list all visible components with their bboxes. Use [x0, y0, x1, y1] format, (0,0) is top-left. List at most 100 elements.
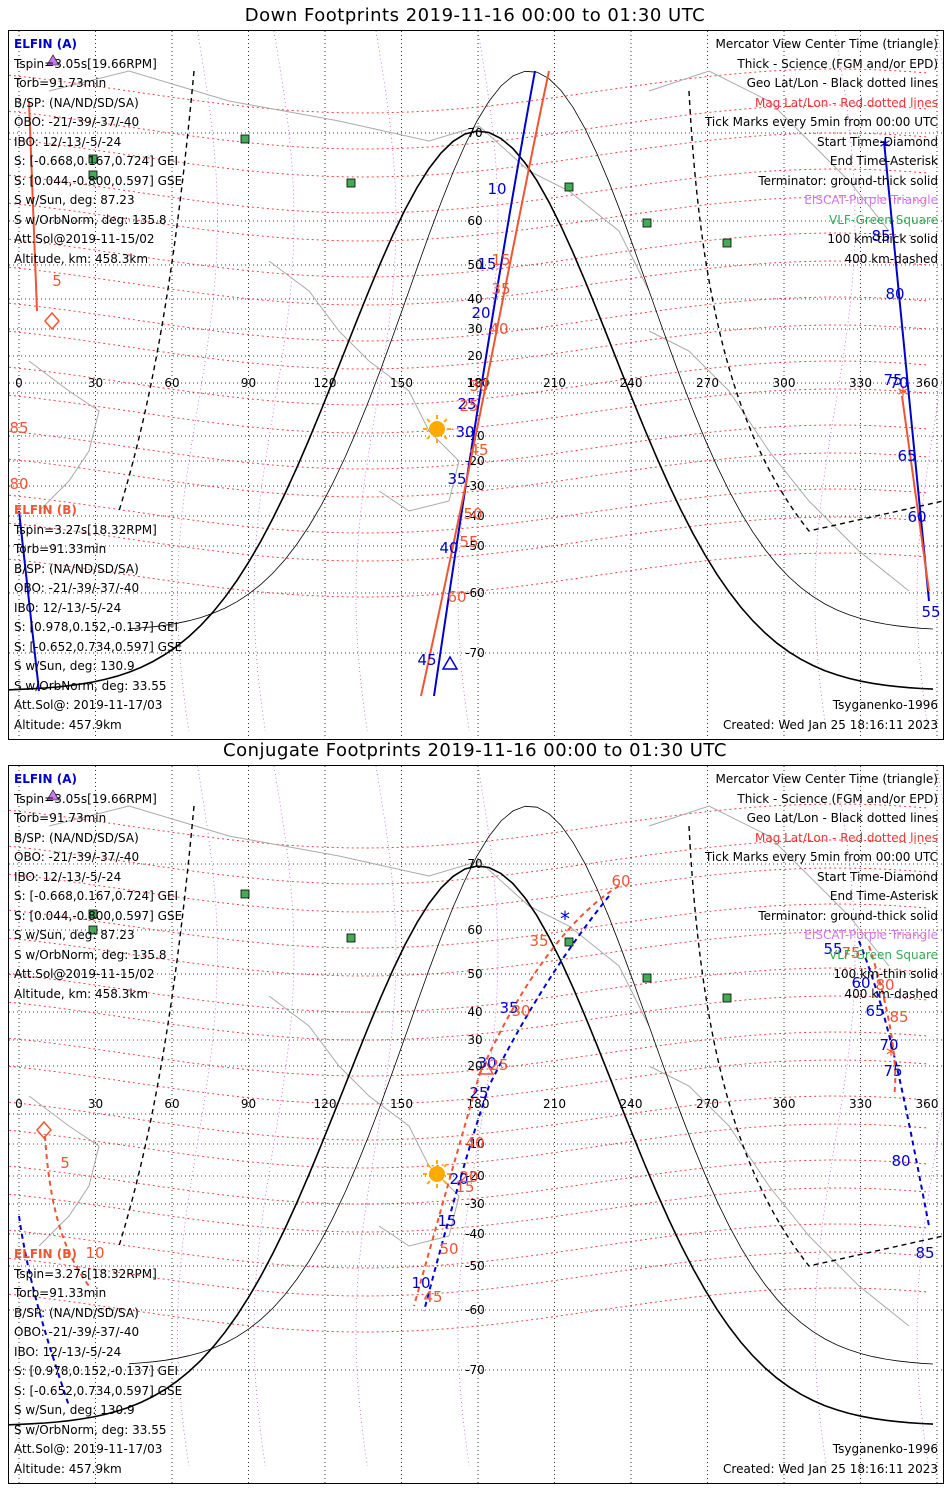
elfin-b-time-label: 5 [52, 272, 62, 290]
elfin-b-line: S: [0.978,0.152,-0.137] GEI [14, 620, 179, 634]
vlf-station-icon [88, 925, 98, 935]
vlf-station-icon [642, 973, 652, 983]
legend: Mercator View Center Time (triangle) Thi… [705, 35, 938, 269]
mag-meridian [355, 31, 397, 732]
lon-tick-label: 90 [241, 1097, 256, 1111]
elfin-a-time-label: 75 [883, 1062, 902, 1080]
legend-start: Start Time-Diamond [816, 134, 938, 149]
elfin-b-time-label: 45 [469, 441, 488, 459]
model-name: Tsyganenko-1996 [832, 698, 938, 712]
lon-tick-label: 240 [620, 376, 643, 390]
coastline [48, 70, 650, 292]
elfin-a-time-label: 15 [437, 1212, 456, 1230]
mag-meridian [177, 766, 218, 1467]
elfin-a-line: OBO: -21/-39/-37/-40 [14, 850, 140, 864]
elfin-a-line: S: [-0.668,0.167,0.724] GEI [14, 154, 179, 168]
vlf-station-icon [722, 238, 732, 248]
elfin-b-time-label: 50 [439, 1240, 458, 1258]
elfin-b-time-label: 50 [463, 505, 482, 523]
lon-tick-label: 30 [88, 1097, 103, 1111]
lat-tick-label: -60 [465, 1303, 485, 1317]
elfin-b-track [901, 395, 930, 592]
mag-parallel [9, 931, 930, 977]
elfin-b-time-label: 85 [889, 1008, 908, 1026]
mag-meridian [253, 766, 295, 1467]
elfin-a-line: Altitude, km: 458.3km [14, 251, 149, 266]
elfin-a-line: Torb=91.73min [14, 76, 107, 90]
mag-parallel [9, 552, 930, 598]
elfin-b-time-label: 80 [875, 976, 894, 994]
lat-tick-label: -40 [465, 1227, 485, 1241]
elfin-b-time-label: 60 [447, 588, 466, 606]
legend-vlf: VLF-Green Square [829, 212, 938, 227]
sun-ray [426, 1180, 431, 1185]
elfin-b-line: Torb=91.33min [14, 1286, 107, 1300]
view-center-triangle-icon [441, 655, 459, 670]
mag-parallel [9, 260, 930, 306]
elfin-a-track [883, 140, 930, 602]
elfin-b-line: B/SP: (NA/ND/SD/SA) [14, 1305, 139, 1320]
elfin-b-line: Tspin=3.27s[18.32RPM] [14, 1266, 157, 1281]
mag-meridian [814, 766, 856, 1467]
elfin-a-info: ELFIN (A) Tspin=3.05s[19.66RPM] Torb=91.… [14, 770, 182, 1004]
elfin-b-track [420, 70, 550, 697]
legend-eiscat: EISCAT-Purple Triangle [804, 928, 938, 942]
elfin-a-line: B/SP: (NA/ND/SD/SA) [14, 95, 139, 110]
elfin-b-track [28, 100, 38, 312]
sun-icon [429, 421, 445, 437]
terminator-dashed [118, 805, 195, 1247]
lat-tick-label: 50 [467, 258, 482, 272]
footer-right: Tsyganenko-1996 Created: Wed Jan 25 18:1… [723, 696, 938, 735]
elfin-b-line: S: [-0.652,0.734,0.597] GSE [14, 639, 183, 654]
sun-ray [443, 1163, 448, 1168]
elfin-a-line: B/SP: (NA/ND/SD/SA) [14, 830, 139, 845]
elfin-b-time-label: 85 [9, 419, 28, 437]
elfin-b-time-label: 15 [455, 1178, 474, 1196]
vlf-station-icon [88, 909, 98, 919]
elfin-a-line: S w/OrbNorm, deg: 135.8 [14, 947, 167, 962]
elfin-a-track [433, 70, 536, 697]
elfin-a-time-label: 25 [469, 1084, 488, 1102]
elfin-a-time-label: 35 [499, 999, 518, 1017]
vlf-station-icon [346, 178, 356, 188]
coastline [268, 995, 460, 1247]
legend-geo: Geo Lat/Lon - Black dotted lines [746, 811, 938, 825]
lat-tick-label: -60 [465, 586, 485, 600]
elfin-a-time-label: 40 [439, 539, 458, 557]
elfin-b-time-label: 15 [491, 251, 510, 269]
view-center-triangle-icon [477, 1060, 495, 1075]
elfin-a-track [858, 940, 930, 1227]
lon-tick-label: 330 [849, 376, 872, 390]
legend-mag: Mag Lat/Lon - Red dotted lines [754, 95, 938, 110]
mag-meridian [177, 31, 218, 732]
elfin-b-time-label: 60 [611, 872, 630, 890]
map-panel-conjugate: 0 30 60 90 120 150 180 210 240 270 300 330 360 70 60 50… [8, 765, 944, 1484]
vlf-station-icon [642, 218, 652, 228]
elfin-a-time-label: 65 [865, 1002, 884, 1020]
elfin-a-line: S: [0.044,-0.800,0.597] GSE [14, 908, 183, 923]
mag-meridian [916, 766, 943, 1467]
lon-tick-label: 180 [467, 376, 490, 390]
lat-tick-label: 60 [467, 214, 482, 228]
elfin-b-time-label: 25 [459, 397, 478, 415]
elfin-b-time-label: 40 [489, 320, 508, 338]
elfin-a-time-label: 20 [471, 304, 490, 322]
created-timestamp: Created: Wed Jan 25 18:16:11 2023 [723, 1461, 938, 1476]
sun-ray [443, 1180, 448, 1185]
elfin-a-time-label: 30 [477, 1054, 496, 1072]
eiscat-triangle-icon [46, 54, 60, 66]
mag-parallel [9, 104, 930, 150]
legend-start: Start Time-Diamond [816, 869, 938, 884]
elfin-b-name: ELFIN (B) [14, 503, 77, 517]
lat-tick-label: 20 [467, 1059, 482, 1073]
mag-parallel [9, 1095, 930, 1141]
legend-100km: 100 km-thin solid [833, 967, 938, 981]
elfin-a-time-label: 60 [907, 508, 926, 526]
mag-parallel [9, 68, 930, 114]
elfin-b-track [868, 945, 897, 1097]
coastline [648, 1065, 910, 1327]
terminator-thin [128, 805, 934, 1365]
vlf-station-icon [240, 889, 250, 899]
terminator-dashed [688, 825, 943, 1267]
mag-parallel [9, 388, 930, 434]
